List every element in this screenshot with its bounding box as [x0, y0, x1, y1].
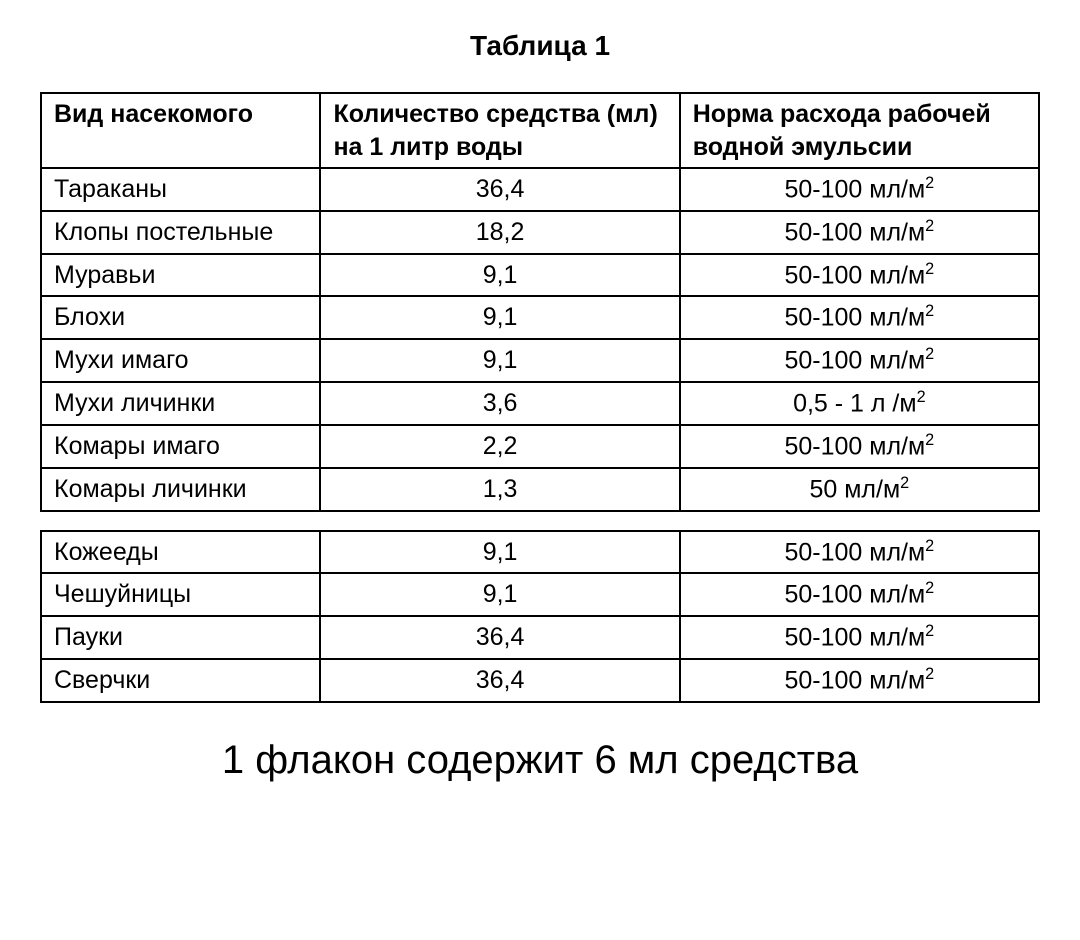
cell-rate: 50-100 мл/м2: [680, 211, 1039, 254]
cell-insect: Блохи: [41, 296, 320, 339]
cell-rate: 0,5 - 1 л /м2: [680, 382, 1039, 425]
rate-value: 50-100 мл/м: [784, 432, 925, 460]
cell-amount: 2,2: [320, 425, 679, 468]
rate-exponent: 2: [925, 622, 934, 640]
cell-amount: 9,1: [320, 339, 679, 382]
cell-insect: Тараканы: [41, 168, 320, 211]
cell-amount: 18,2: [320, 211, 679, 254]
rate-exponent: 2: [925, 431, 934, 449]
cell-rate: 50 мл/м2: [680, 468, 1039, 511]
rate-exponent: 2: [917, 388, 926, 406]
cell-amount: 3,6: [320, 382, 679, 425]
cell-amount: 36,4: [320, 659, 679, 702]
cell-rate: 50-100 мл/м2: [680, 296, 1039, 339]
cell-rate: 50-100 мл/м2: [680, 168, 1039, 211]
cell-rate: 50-100 мл/м2: [680, 339, 1039, 382]
table-row: Кожееды 9,1 50-100 мл/м2: [41, 531, 1039, 574]
cell-amount: 36,4: [320, 168, 679, 211]
rate-value: 50-100 мл/м: [784, 581, 925, 609]
cell-insect: Клопы постельные: [41, 211, 320, 254]
table-row: Клопы постельные 18,2 50-100 мл/м2: [41, 211, 1039, 254]
table-row: Мухи личинки 3,6 0,5 - 1 л /м2: [41, 382, 1039, 425]
cell-insect: Сверчки: [41, 659, 320, 702]
rate-exponent: 2: [925, 260, 934, 278]
rate-exponent: 2: [925, 174, 934, 192]
rate-exponent: 2: [925, 665, 934, 683]
rate-value: 50-100 мл/м: [784, 624, 925, 652]
dosage-table-group-1: Вид насекомого Количество средства (мл) …: [40, 92, 1040, 512]
rate-exponent: 2: [925, 302, 934, 320]
table-row: Комары имаго 2,2 50-100 мл/м2: [41, 425, 1039, 468]
rate-value: 50-100 мл/м: [784, 538, 925, 566]
table-row: Тараканы 36,4 50-100 мл/м2: [41, 168, 1039, 211]
cell-rate: 50-100 мл/м2: [680, 659, 1039, 702]
table-row: Блохи 9,1 50-100 мл/м2: [41, 296, 1039, 339]
rate-value: 50-100 мл/м: [784, 218, 925, 246]
cell-insect: Комары имаго: [41, 425, 320, 468]
table-row: Пауки 36,4 50-100 мл/м2: [41, 616, 1039, 659]
rate-value: 50-100 мл/м: [784, 304, 925, 332]
table-row: Сверчки 36,4 50-100 мл/м2: [41, 659, 1039, 702]
cell-amount: 9,1: [320, 573, 679, 616]
cell-rate: 50-100 мл/м2: [680, 531, 1039, 574]
cell-rate: 50-100 мл/м2: [680, 425, 1039, 468]
table-row: Комары личинки 1,3 50 мл/м2: [41, 468, 1039, 511]
cell-rate: 50-100 мл/м2: [680, 254, 1039, 297]
table-row: Мухи имаго 9,1 50-100 мл/м2: [41, 339, 1039, 382]
cell-insect: Чешуйницы: [41, 573, 320, 616]
rate-exponent: 2: [925, 579, 934, 597]
cell-amount: 9,1: [320, 531, 679, 574]
cell-amount: 36,4: [320, 616, 679, 659]
footer-note: 1 флакон содержит 6 мл средства: [40, 738, 1040, 783]
table-title: Таблица 1: [40, 30, 1040, 62]
cell-insect: Мухи имаго: [41, 339, 320, 382]
cell-rate: 50-100 мл/м2: [680, 573, 1039, 616]
rate-exponent: 2: [925, 217, 934, 235]
column-header-insect: Вид насекомого: [41, 93, 320, 168]
rate-value: 0,5 - 1 л /м: [793, 389, 917, 417]
cell-insect: Муравьи: [41, 254, 320, 297]
rate-value: 50-100 мл/м: [784, 347, 925, 375]
column-header-rate: Норма расхода рабочей водной эмульсии: [680, 93, 1039, 168]
cell-amount: 9,1: [320, 254, 679, 297]
cell-insect: Комары личинки: [41, 468, 320, 511]
cell-insect: Пауки: [41, 616, 320, 659]
table-header-row: Вид насекомого Количество средства (мл) …: [41, 93, 1039, 168]
cell-amount: 1,3: [320, 468, 679, 511]
cell-insect: Кожееды: [41, 531, 320, 574]
rate-value: 50-100 мл/м: [784, 175, 925, 203]
column-header-amount: Количество средства (мл) на 1 литр воды: [320, 93, 679, 168]
dosage-table-group-2: Кожееды 9,1 50-100 мл/м2 Чешуйницы 9,1 5…: [40, 530, 1040, 703]
table-row: Муравьи 9,1 50-100 мл/м2: [41, 254, 1039, 297]
rate-value: 50-100 мл/м: [784, 666, 925, 694]
cell-rate: 50-100 мл/м2: [680, 616, 1039, 659]
rate-exponent: 2: [925, 537, 934, 555]
rate-exponent: 2: [900, 474, 909, 492]
rate-exponent: 2: [925, 345, 934, 363]
cell-insect: Мухи личинки: [41, 382, 320, 425]
rate-value: 50-100 мл/м: [784, 261, 925, 289]
rate-value: 50 мл/м: [809, 475, 900, 503]
cell-amount: 9,1: [320, 296, 679, 339]
table-row: Чешуйницы 9,1 50-100 мл/м2: [41, 573, 1039, 616]
